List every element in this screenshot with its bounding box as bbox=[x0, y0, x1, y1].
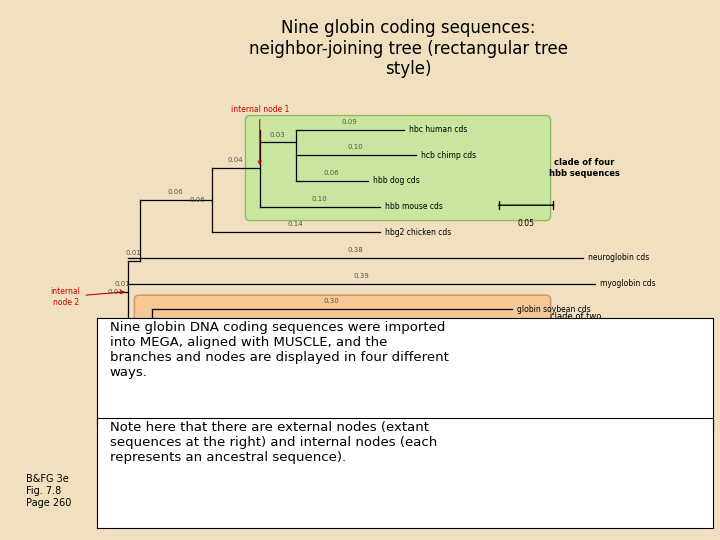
Text: hbg2 chicken cds: hbg2 chicken cds bbox=[384, 228, 451, 237]
Text: 0.25: 0.25 bbox=[294, 324, 310, 330]
Text: 0.04: 0.04 bbox=[228, 157, 243, 163]
Text: 0.39: 0.39 bbox=[354, 273, 369, 279]
Text: clade of four
hbb sequences: clade of four hbb sequences bbox=[549, 158, 620, 178]
Text: globin soybean cds: globin soybean cds bbox=[516, 305, 590, 314]
Text: neuroglobin cds: neuroglobin cds bbox=[588, 253, 649, 262]
Text: myoglobin cds: myoglobin cds bbox=[600, 279, 656, 288]
Text: 0.06: 0.06 bbox=[324, 170, 340, 176]
Text: internal
node 2: internal node 2 bbox=[50, 287, 124, 307]
Text: 3: 3 bbox=[140, 339, 145, 348]
Text: 0.05: 0.05 bbox=[517, 219, 534, 228]
Text: 0.01: 0.01 bbox=[114, 281, 130, 287]
Text: 0.02: 0.02 bbox=[131, 319, 147, 325]
Text: 0.01: 0.01 bbox=[107, 288, 123, 294]
Text: 0.06: 0.06 bbox=[168, 190, 184, 195]
Text: B&FG 3e
Fig. 7.8
Page 260: B&FG 3e Fig. 7.8 Page 260 bbox=[26, 475, 71, 508]
Text: 0.03: 0.03 bbox=[270, 132, 286, 138]
Text: 0.30: 0.30 bbox=[324, 298, 340, 304]
Text: clade of two
plant globins: clade of two plant globins bbox=[549, 312, 603, 332]
FancyBboxPatch shape bbox=[246, 116, 551, 221]
Text: 0.38: 0.38 bbox=[348, 247, 364, 253]
FancyBboxPatch shape bbox=[135, 295, 551, 349]
Text: hcb chimp cds: hcb chimp cds bbox=[420, 151, 476, 160]
Text: 0.06: 0.06 bbox=[190, 197, 206, 203]
Text: 0.10: 0.10 bbox=[348, 144, 364, 150]
Text: hbc human cds: hbc human cds bbox=[409, 125, 467, 134]
Text: 0.09: 0.09 bbox=[342, 119, 358, 125]
Text: hbb mouse cds: hbb mouse cds bbox=[384, 202, 443, 211]
Text: 0.14: 0.14 bbox=[288, 221, 304, 227]
Text: 0.01: 0.01 bbox=[126, 250, 142, 256]
Text: Nine globin coding sequences:
neighbor-joining tree (rectangular tree
style): Nine globin coding sequences: neighbor-j… bbox=[249, 19, 568, 78]
Text: hbb dog cds: hbb dog cds bbox=[373, 177, 419, 185]
Text: Note here that there are external nodes (extant
sequences at the right) and inte: Note here that there are external nodes … bbox=[109, 421, 437, 464]
Text: Nine globin DNA coding sequences were imported
into MEGA, aligned with MUSCLE, a: Nine globin DNA coding sequences were im… bbox=[109, 321, 449, 379]
Text: internal node 1: internal node 1 bbox=[230, 105, 289, 164]
Text: globin rice cds: globin rice cds bbox=[456, 330, 513, 339]
Text: 0.10: 0.10 bbox=[312, 195, 328, 202]
